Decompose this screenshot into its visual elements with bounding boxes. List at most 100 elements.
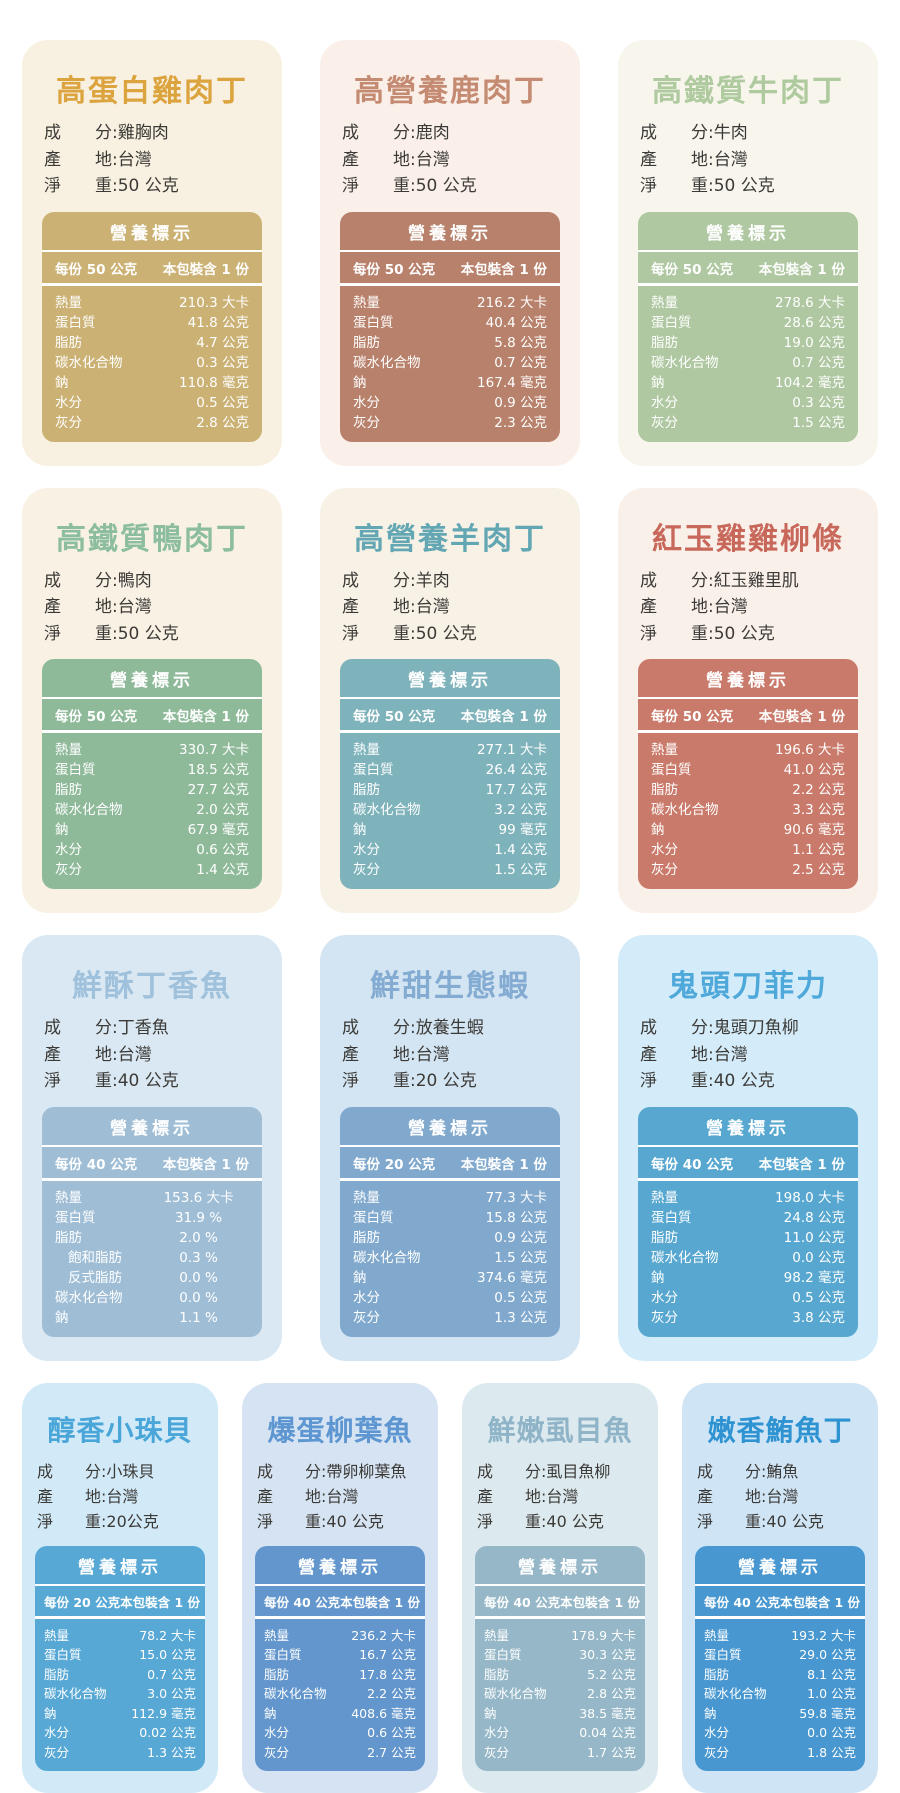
info-value: 50 公克: [118, 173, 179, 200]
serving-size: 每份 50 公克: [55, 258, 137, 278]
nutrition-table-title: 營養標示: [340, 659, 560, 699]
info-line: 產 地:台灣: [640, 1042, 856, 1069]
info-label: 產 地:: [342, 594, 416, 621]
product-info: 成 分:丁香魚產 地:台灣淨 重:40 公克: [44, 1015, 260, 1095]
nutrition-row-label: 蛋白質: [704, 1645, 742, 1665]
nutrition-row-label: 蛋白質: [484, 1645, 522, 1665]
nutrition-row: 鈉 1.1 %: [55, 1308, 249, 1328]
info-label: 淨 重:: [37, 1509, 106, 1534]
nutrition-row-value: 0.3 公克: [196, 353, 249, 373]
nutrition-row-value: 1.8 公克: [807, 1743, 856, 1763]
servings-per-package: 本包裝含 1 份: [120, 1592, 200, 1611]
product-title: 高鐵質鴨肉丁: [42, 514, 262, 558]
serving-size: 每份 40 公克: [55, 1153, 137, 1173]
info-value: 鴨肉: [118, 568, 152, 595]
nutrition-row-value: 112.9 毫克: [131, 1704, 196, 1724]
nutrition-row-value: 0.0 公克: [792, 1248, 845, 1268]
nutrition-table-title: 營養標示: [340, 1107, 560, 1147]
card-row-4: 醇香小珠貝成 分:小珠貝產 地:台灣淨 重:20公克營養標示每份 20 公克本包…: [22, 1383, 878, 1793]
info-line: 成 分:小珠貝: [37, 1459, 203, 1484]
nutrition-row-value: 1.0 公克: [807, 1684, 856, 1704]
product-info: 成 分:虱目魚柳產 地:台灣淨 重:40 公克: [477, 1459, 643, 1534]
nutrition-row-label: 灰分: [353, 860, 380, 880]
servings-per-package: 本包裝含 1 份: [163, 258, 249, 278]
nutrition-row-value: 1.1 %: [148, 1308, 249, 1328]
info-line: 產 地:台灣: [477, 1484, 643, 1509]
info-value: 50 公克: [714, 173, 775, 200]
info-line: 產 地:台灣: [342, 147, 558, 174]
nutrition-row-label: 碳水化合物: [651, 800, 719, 820]
info-value: 虱目魚柳: [546, 1459, 610, 1484]
info-label: 產 地:: [640, 594, 714, 621]
info-value: 50 公克: [118, 621, 179, 648]
nutrition-row-value: 277.1 大卡: [477, 740, 547, 760]
nutrition-row-value: 0.5 公克: [494, 1288, 547, 1308]
serving-size: 每份 50 公克: [55, 705, 137, 725]
nutrition-row-label: 鈉: [55, 820, 69, 840]
info-label: 成 分:: [37, 1459, 106, 1484]
nutrition-row-label: 碳水化合物: [651, 1248, 719, 1268]
product-title: 高蛋白雞肉丁: [42, 66, 262, 110]
nutrition-row-value: 0.04 公克: [579, 1723, 636, 1743]
nutrition-row-value: 30.3 公克: [579, 1645, 636, 1665]
nutrition-subheader: 每份 40 公克本包裝含 1 份: [255, 1586, 425, 1619]
info-label: 產 地:: [477, 1484, 546, 1509]
nutrition-row-label: 鈉: [651, 373, 665, 393]
serving-size: 每份 40 公克: [651, 1153, 733, 1173]
nutrition-row-label: 鈉: [651, 820, 665, 840]
product-info: 成 分:牛肉產 地:台灣淨 重:50 公克: [640, 120, 856, 200]
nutrition-subheader: 每份 40 公克本包裝含 1 份: [475, 1586, 645, 1619]
info-line: 淨 重:40 公克: [257, 1509, 423, 1534]
nutrition-row-value: 0.3 %: [148, 1248, 249, 1268]
servings-per-package: 本包裝含 1 份: [560, 1592, 640, 1611]
info-line: 產 地:台灣: [44, 1042, 260, 1069]
product-title: 紅玉雞雞柳條: [638, 514, 858, 558]
nutrition-row-label: 鈉: [55, 1308, 69, 1328]
nutrition-row-label: 鈉: [55, 373, 69, 393]
product-card-6: 紅玉雞雞柳條成 分:紅玉雞里肌產 地:台灣淨 重:50 公克營養標示每份 50 …: [618, 488, 878, 914]
product-card-13: 嫩香鮪魚丁成 分:鮪魚產 地:台灣淨 重:40 公克營養標示每份 40 公克本包…: [682, 1383, 878, 1793]
nutrition-table-title: 營養標示: [35, 1546, 205, 1586]
servings-per-package: 本包裝含 1 份: [780, 1592, 860, 1611]
nutrition-row-label: 碳水化合物: [353, 800, 421, 820]
product-title: 鮮甜生態蝦: [340, 961, 560, 1005]
info-label: 淨 重:: [640, 621, 714, 648]
nutrition-row-value: 216.2 大卡: [477, 293, 547, 313]
nutrition-row-label: 碳水化合物: [55, 1288, 123, 1308]
nutrition-table-title: 營養標示: [42, 659, 262, 699]
nutrition-row-value: 15.0 公克: [139, 1645, 196, 1665]
servings-per-package: 本包裝含 1 份: [340, 1592, 420, 1611]
card-row-2: 高鐵質鴨肉丁成 分:鴨肉產 地:台灣淨 重:50 公克營養標示每份 50 公克本…: [22, 488, 878, 914]
product-card-9: 鬼頭刀菲力成 分:鬼頭刀魚柳產 地:台灣淨 重:40 公克營養標示每份 40 公…: [618, 935, 878, 1361]
product-card-1: 高蛋白雞肉丁成 分:雞胸肉產 地:台灣淨 重:50 公克營養標示每份 50 公克…: [22, 40, 282, 466]
nutrition-row-label: 碳水化合物: [651, 353, 719, 373]
info-line: 成 分:丁香魚: [44, 1015, 260, 1042]
nutrition-table-title: 營養標示: [42, 212, 262, 252]
info-value: 20公克: [106, 1509, 158, 1534]
nutrition-row-label: 碳水化合物: [704, 1684, 767, 1704]
info-label: 產 地:: [44, 594, 118, 621]
info-value: 40 公克: [326, 1509, 383, 1534]
nutrition-row-label: 蛋白質: [44, 1645, 82, 1665]
info-line: 淨 重:50 公克: [640, 621, 856, 648]
